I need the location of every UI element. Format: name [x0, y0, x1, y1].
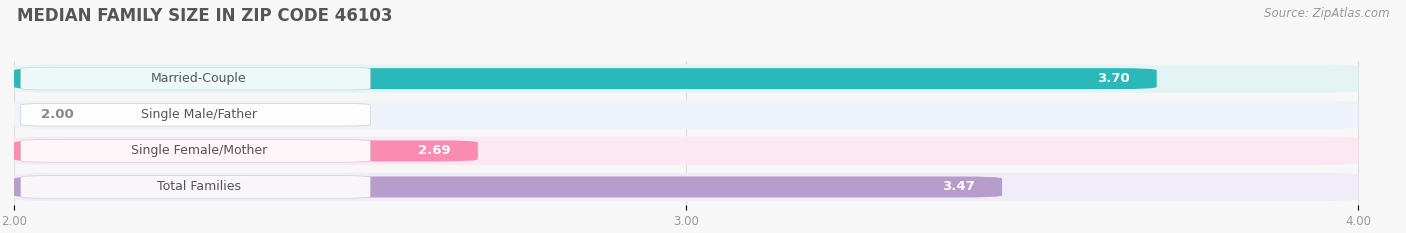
Text: 2.69: 2.69: [419, 144, 451, 157]
FancyBboxPatch shape: [21, 103, 370, 126]
FancyBboxPatch shape: [14, 140, 478, 161]
Text: Single Female/Mother: Single Female/Mother: [131, 144, 267, 157]
Text: 3.70: 3.70: [1097, 72, 1130, 85]
FancyBboxPatch shape: [14, 65, 1358, 93]
FancyBboxPatch shape: [14, 68, 1157, 89]
Text: 3.47: 3.47: [942, 181, 976, 193]
FancyBboxPatch shape: [14, 137, 1358, 165]
Text: Total Families: Total Families: [157, 181, 240, 193]
FancyBboxPatch shape: [14, 101, 1358, 129]
Text: Married-Couple: Married-Couple: [150, 72, 246, 85]
Text: MEDIAN FAMILY SIZE IN ZIP CODE 46103: MEDIAN FAMILY SIZE IN ZIP CODE 46103: [17, 7, 392, 25]
FancyBboxPatch shape: [14, 177, 1002, 197]
FancyBboxPatch shape: [21, 176, 370, 198]
FancyBboxPatch shape: [21, 140, 370, 162]
Text: Source: ZipAtlas.com: Source: ZipAtlas.com: [1264, 7, 1389, 20]
FancyBboxPatch shape: [21, 67, 370, 90]
FancyBboxPatch shape: [14, 173, 1358, 201]
Text: Single Male/Father: Single Male/Father: [141, 108, 257, 121]
Text: 2.00: 2.00: [41, 108, 73, 121]
